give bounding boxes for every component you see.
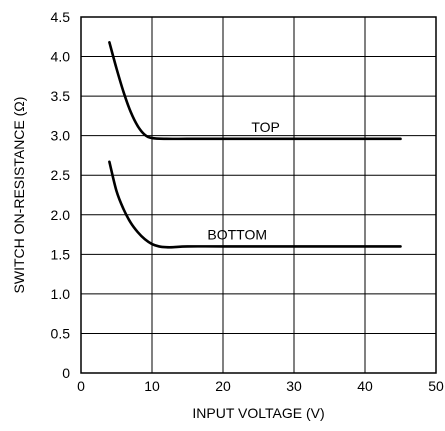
y-tick-label: 1.5 <box>51 246 71 262</box>
grid <box>81 17 436 373</box>
y-tick-label: 4.0 <box>51 49 71 65</box>
series-group <box>108 41 402 249</box>
y-tick-label: 2.0 <box>51 207 71 223</box>
x-tick-label: 40 <box>357 378 373 394</box>
y-tick-label: 2.5 <box>51 167 71 183</box>
y-tick-label: 1.0 <box>51 286 71 302</box>
plot-frame <box>80 16 437 374</box>
x-tick-label: 50 <box>428 378 444 394</box>
x-tick-label: 20 <box>215 378 231 394</box>
y-tick-label: 0.5 <box>51 325 71 341</box>
y-axis-title: SWITCH ON-RESISTANCE (Ω) <box>11 97 27 294</box>
tick-labels: 0 10 20 30 40 50 0 0.5 1.0 1.5 2.0 2.5 3.0 3.5 4.0 4.5 <box>51 9 444 394</box>
y-tick-label: 4.5 <box>51 9 71 25</box>
x-tick-label: 30 <box>286 378 302 394</box>
series-line-bottom <box>108 160 402 249</box>
series-line-top <box>108 41 402 141</box>
y-tick-label: 0 <box>62 365 70 381</box>
y-tick-label: 3.0 <box>51 128 71 144</box>
series-label-top: TOP <box>251 119 280 135</box>
series-label-bottom: BOTTOM <box>207 226 267 242</box>
x-axis-title: INPUT VOLTAGE (V) <box>192 405 324 421</box>
y-tick-label: 3.5 <box>51 88 71 104</box>
series-labels: TOP BOTTOM <box>207 119 279 243</box>
x-tick-label: 10 <box>144 378 160 394</box>
x-tick-label: 0 <box>77 378 85 394</box>
